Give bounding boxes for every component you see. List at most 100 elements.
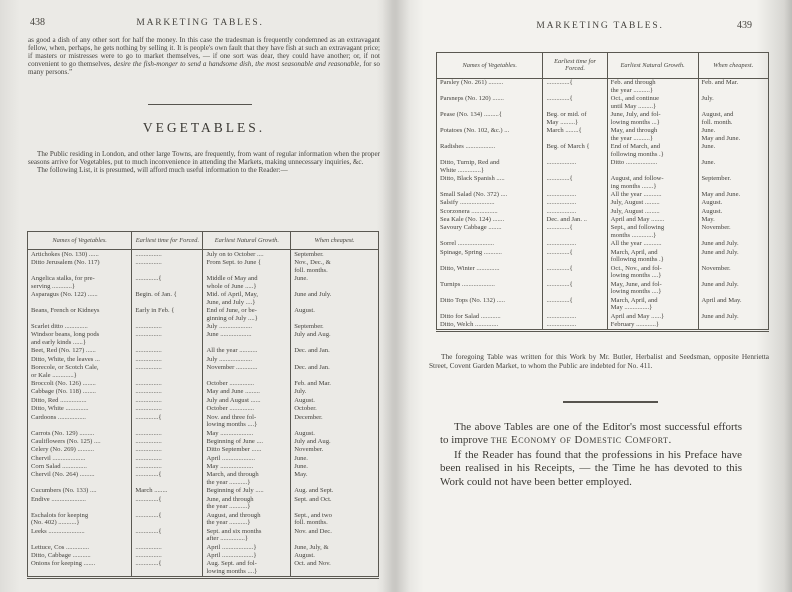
- table-cell: Carrots (No. 129) .........: [31, 429, 95, 437]
- table-cell: August.: [697, 207, 769, 216]
- table-cell: Ditto, White ..............: [31, 405, 89, 413]
- table-head: Names of Vegetables. Earliest time for F…: [27, 231, 379, 251]
- table-cell: Feb. and Mar.: [697, 78, 769, 95]
- table-cell: Salsify .....................: [440, 199, 495, 207]
- table-cell: Ditto ...................: [606, 158, 698, 175]
- table-cell: Feb. and through the year ..........}: [606, 78, 698, 95]
- table-cell: May, and through the year ..........}: [606, 126, 698, 143]
- table-cell: ................: [131, 249, 203, 259]
- table-cell: Oct., and continue until May .........}: [606, 94, 698, 111]
- table-cell: ................: [131, 331, 203, 347]
- table-cell: ................: [131, 462, 203, 472]
- table-cell: September.: [290, 249, 379, 259]
- table-cell: ..............{: [131, 495, 203, 512]
- table-cell: Nov. and three fol- lowing months ....}: [202, 413, 291, 430]
- table-cell: Cabbage (No. 118) ........: [31, 388, 96, 396]
- table-cell: April and May ........: [606, 215, 698, 225]
- table-cell: [697, 320, 769, 331]
- table-cell: July and Aug.: [290, 331, 379, 347]
- table-footnote: The foregoing Table was written for this…: [429, 352, 769, 371]
- page-number-left: 438: [30, 17, 45, 28]
- column-header-cheapest: When cheapest.: [290, 231, 379, 251]
- table-row: Cardoons ...............................…: [28, 413, 379, 430]
- table-cell: Leeks ......................: [31, 527, 85, 535]
- table-cell: March ........{: [542, 126, 608, 143]
- section-title: VEGETABLES.: [142, 120, 266, 135]
- table-cell: August, and through the year ...........…: [202, 511, 291, 528]
- table-cell: ................: [131, 437, 203, 446]
- table-cell: June.: [697, 142, 769, 159]
- table-cell: August.: [290, 429, 379, 438]
- table-cell: Ditto, White, the leaves ...: [31, 355, 100, 363]
- table-cell: Dec. and Jan.: [290, 347, 379, 356]
- table-row: Asparagus (No. 122) ...... Begin. of Jan.…: [28, 290, 379, 307]
- table-cell: July.: [290, 388, 379, 397]
- table-cell: ..............{: [542, 78, 608, 95]
- running-head-left: MARKETING TABLES.: [136, 18, 264, 28]
- footnote-text: The foregoing Table was written for this…: [429, 352, 769, 371]
- page-number-right: 439: [737, 20, 752, 31]
- table-cell: Beg. or mid. of May .........}: [542, 110, 608, 127]
- table-cell: Endive .....................: [31, 495, 86, 503]
- table-cell: Sea Kale (No. 124) .......: [440, 216, 505, 224]
- table-cell: August.: [290, 551, 379, 561]
- table-cell: Parsneps (No. 120) .......: [440, 95, 504, 103]
- table-cell: Angelica stalks, for pre- serving ......…: [31, 275, 95, 290]
- table-cell: ..............{: [542, 224, 608, 241]
- table-cell: May ....................: [202, 429, 291, 438]
- table-row: Ditto, White ...........................…: [28, 404, 379, 414]
- table-cell: Asparagus (No. 122) ......: [31, 291, 98, 299]
- table-cell: Lettuce, Cos ..............: [31, 543, 90, 551]
- table-cell: ..............{: [542, 174, 608, 191]
- table-cell: Beg. of March {: [542, 142, 608, 159]
- table-cell: June and July.: [290, 290, 379, 307]
- table-cell: Feb. and Mar.: [290, 379, 379, 389]
- paragraph-text: for so many persons.”: [28, 59, 380, 76]
- table-cell: November.: [697, 224, 769, 241]
- table-cell: Begin. of Jan. {: [131, 290, 203, 307]
- table-cell: Cauliflowers (No. 125) ....: [31, 437, 101, 445]
- table-cell: ..............{: [131, 560, 203, 578]
- table-cell: July and Aug.: [290, 437, 379, 446]
- column-header-names: Names of Vegetables.: [27, 231, 132, 251]
- table-cell: ................: [131, 429, 203, 438]
- table-cell: ................: [131, 363, 203, 380]
- table-cell: ..................: [542, 198, 608, 208]
- table-cell: Chervil (No. 264) .........: [31, 471, 95, 479]
- table-cell: May.: [697, 215, 769, 225]
- column-header-forced: Earliest time for Forced.: [131, 231, 203, 251]
- table-cell: Nov., Dec., & foll. months.: [290, 258, 379, 275]
- table-cell: Sorrel ......................: [440, 240, 495, 248]
- table-cell: End of March, and following months .}: [606, 142, 698, 159]
- table-cell: Ditto, Red ................: [31, 396, 87, 404]
- table-cell: ................: [131, 388, 203, 397]
- table-cell: [290, 355, 379, 364]
- table-cell: Parsley (No. 261) .........: [440, 79, 504, 87]
- closing-divider-rule: [563, 401, 658, 403]
- table-row: Potatoes (No. 102, &c.) ... March .......…: [437, 126, 769, 143]
- table-cell: October ...............: [202, 404, 291, 414]
- closing-paragraphs: The above Tables are one of the Editor's…: [440, 421, 742, 490]
- table-cell: All the year ...........: [202, 347, 291, 356]
- table-row: Corn Salad .............................…: [28, 462, 379, 472]
- table-cell: May ....................: [202, 462, 291, 472]
- table-cell: Windsor beans, long pods and early kinds…: [31, 331, 100, 347]
- table-cell: November.: [697, 264, 769, 281]
- table-cell: Ditto, Welch ..............: [440, 321, 499, 329]
- table-cell: Beginning of July .....: [202, 487, 291, 496]
- table-cell: Spinage, Spring ...........: [440, 248, 502, 256]
- table-cell: October.: [290, 404, 379, 414]
- table-row: Ditto, Turnip, Red and White ...........…: [437, 158, 769, 175]
- table-cell: Aug. and Sept.: [290, 487, 379, 496]
- table-row: Ditto, Black Spanish ...................…: [437, 174, 769, 191]
- table-cell: September.: [697, 174, 769, 191]
- table-row: Ditto, Welch ...........................…: [437, 320, 769, 331]
- table-cell: Potatoes (No. 102, &c.) ...: [440, 127, 510, 135]
- table-header-row: Names of Vegetables. Earliest time for F…: [436, 52, 769, 79]
- table-cell: Middle of May and whole of June .....}: [202, 274, 291, 291]
- table-cell: May.: [290, 471, 379, 488]
- table-cell: Ditto, Winter ..............: [440, 264, 500, 272]
- table-cell: ................: [131, 404, 203, 414]
- table-cell: Ditto, Turnip, Red and White ...........…: [440, 159, 500, 174]
